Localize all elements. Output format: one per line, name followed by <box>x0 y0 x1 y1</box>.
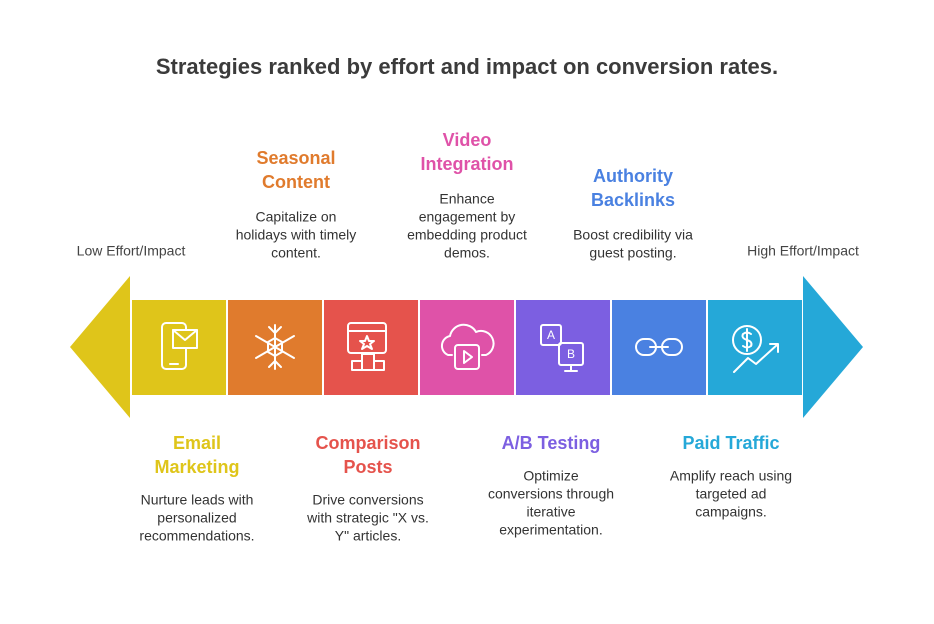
strategy-title: Marketing <box>154 457 239 477</box>
icon-snowflake <box>255 324 295 370</box>
strategy-description: Drive conversions <box>312 492 423 508</box>
strategy-description: conversions through <box>488 486 614 502</box>
strategy-title: Seasonal <box>256 148 335 168</box>
labels: Email Marketing Nurture leads with personal… <box>139 130 792 544</box>
icons: AB <box>161 322 779 373</box>
strategy-description: campaigns. <box>695 504 767 520</box>
strategy-description: targeted ad <box>696 486 767 502</box>
strategy-title: A/B Testing <box>502 433 601 453</box>
strategy-description: Amplify reach using <box>670 468 792 484</box>
segment <box>420 300 514 395</box>
strategy-description: Nurture leads with <box>141 492 254 508</box>
segment <box>516 300 610 395</box>
left-label: Low Effort/Impact <box>77 243 186 259</box>
strategy-title: Backlinks <box>591 190 675 210</box>
strategy-description: content. <box>271 245 321 261</box>
strategy-description: embedding product <box>407 227 527 243</box>
strategy-description: experimentation. <box>499 522 603 538</box>
right-label: High Effort/Impact <box>747 243 859 259</box>
arrow-head-right <box>803 276 863 418</box>
strategy-description: Boost credibility via <box>573 227 693 243</box>
strategy-title: Posts <box>343 457 392 477</box>
strategy-title: Content <box>262 172 330 192</box>
strategy-description: Y" articles. <box>335 528 401 544</box>
svg-text:A: A <box>547 328 555 342</box>
strategy-title: Authority <box>593 166 673 186</box>
strategy-title: Integration <box>421 154 514 174</box>
strategy-title: Comparison <box>315 433 420 453</box>
strategy-description: personalized <box>157 510 236 526</box>
strategy-description: guest posting. <box>589 245 676 261</box>
strategy-title: Email <box>173 433 221 453</box>
icon-ab: AB <box>540 324 584 372</box>
strategy-description: holidays with timely <box>236 227 357 243</box>
strategy-title: Paid Traffic <box>682 433 779 453</box>
strategy-description: Capitalize on <box>256 209 337 225</box>
icon-email <box>161 322 198 370</box>
strategy-description: demos. <box>444 245 490 261</box>
icon-ranking <box>347 322 387 371</box>
strategy-description: with strategic "X vs. <box>306 510 429 526</box>
strategy-description: iterative <box>526 504 575 520</box>
strategy-description: Enhance <box>439 191 494 207</box>
svg-text:B: B <box>567 347 575 361</box>
strategy-description: engagement by <box>419 209 516 225</box>
arrow-head-left <box>70 276 130 418</box>
arrow <box>70 276 863 418</box>
segment <box>708 300 802 395</box>
icon-video-cloud <box>440 323 495 370</box>
title: Strategies ranked by effort and impact o… <box>156 54 778 79</box>
strategy-description: recommendations. <box>139 528 254 544</box>
strategy-title: Video <box>443 130 492 150</box>
icon-growth <box>732 325 779 373</box>
strategy-description: Optimize <box>523 468 578 484</box>
icon-link <box>635 338 683 356</box>
